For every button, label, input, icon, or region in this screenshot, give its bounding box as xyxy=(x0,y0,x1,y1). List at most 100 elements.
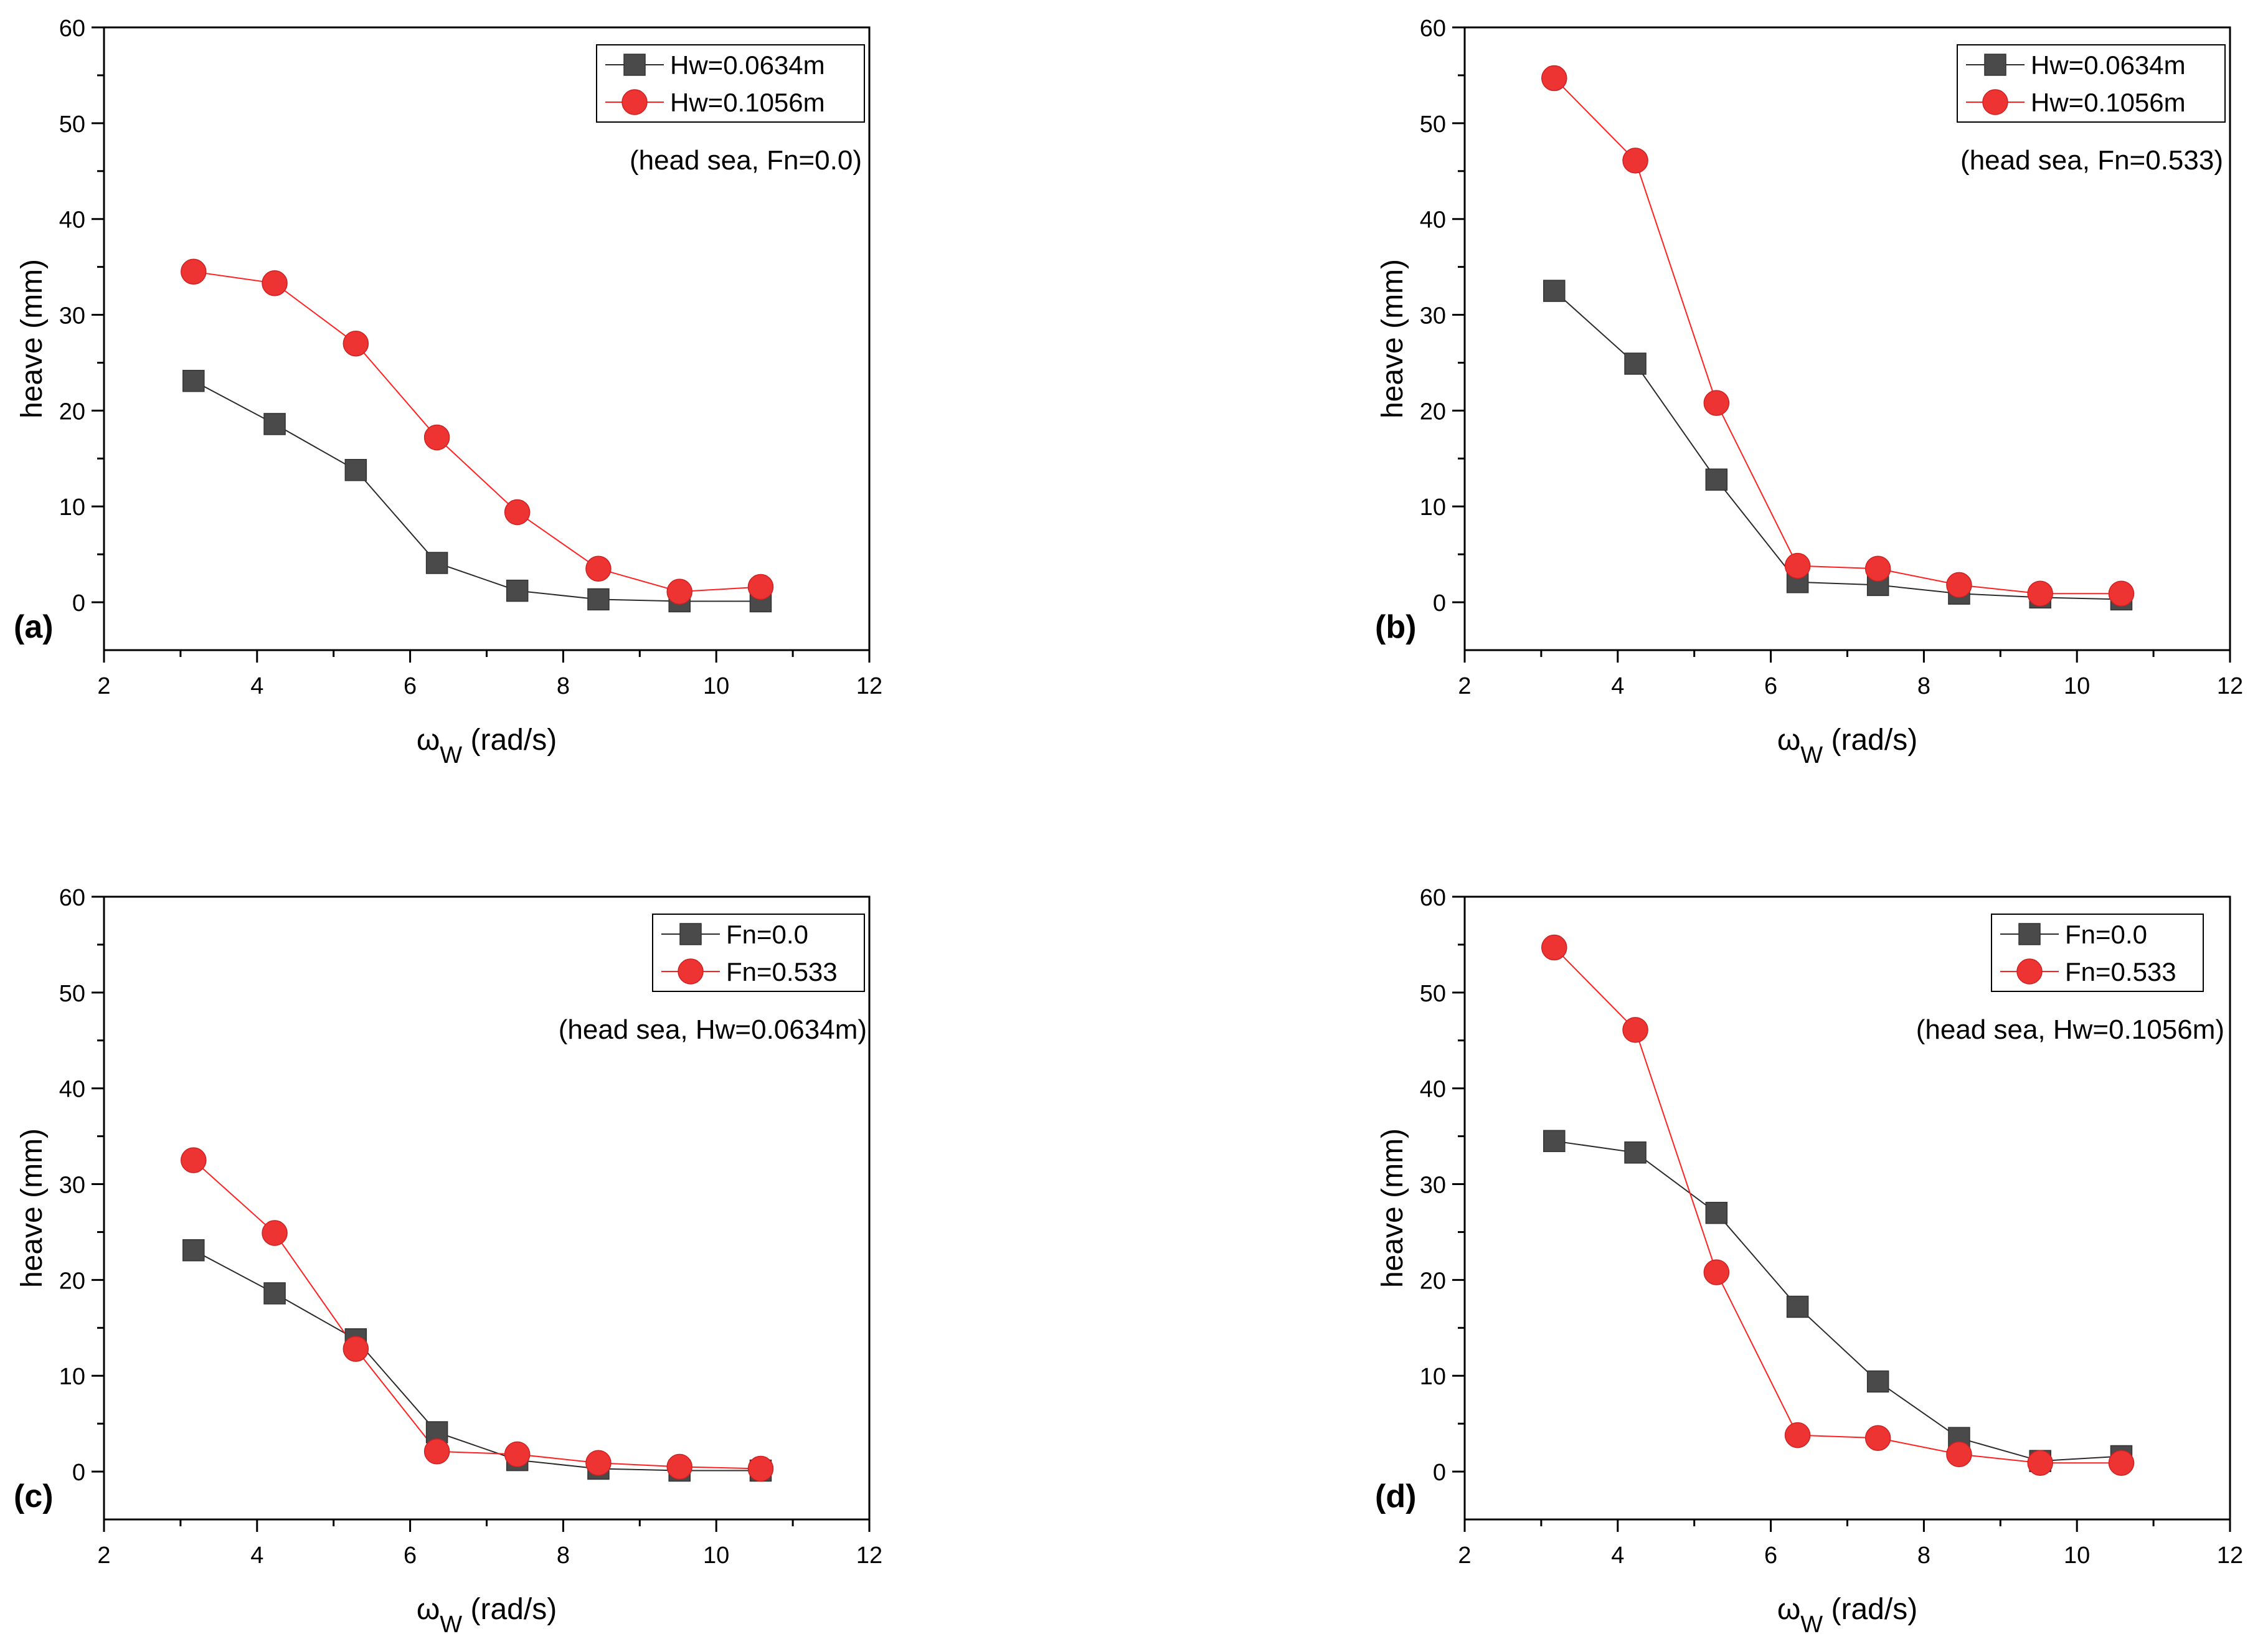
x-tick-label: 2 xyxy=(97,673,110,699)
data-point-square xyxy=(1543,1130,1566,1153)
y-tick-label: 10 xyxy=(1420,494,1446,521)
data-point-circle xyxy=(262,270,288,296)
x-tick-label: 12 xyxy=(856,673,882,699)
data-point-circle xyxy=(181,258,207,285)
series-line-2 xyxy=(193,271,761,593)
legend-label: Hw=0.0634m xyxy=(2031,50,2186,80)
data-point-square xyxy=(1786,1295,1809,1318)
data-point-circle xyxy=(666,579,692,605)
panel-label: (c) xyxy=(14,1478,54,1514)
data-point-circle xyxy=(747,1455,774,1482)
y-tick-label: 60 xyxy=(59,885,85,911)
data-point-circle xyxy=(1864,555,1891,582)
x-axis-title-symbol: ω xyxy=(417,724,440,757)
x-tick-label: 6 xyxy=(404,1542,417,1569)
data-point-square xyxy=(1705,468,1728,491)
x-axis-title: ωW (rad/s) xyxy=(1777,724,1917,768)
x-axis-title-subscript: W xyxy=(1800,742,1823,768)
x-tick-label: 10 xyxy=(703,1542,729,1569)
data-point-circle xyxy=(666,1453,692,1480)
data-point-square xyxy=(1705,1201,1728,1224)
y-tick-label: 10 xyxy=(59,1364,85,1390)
legend-label: Fn=0.0 xyxy=(726,920,808,949)
legend-marker-square xyxy=(623,54,646,76)
data-point-square xyxy=(587,588,610,611)
data-point-circle xyxy=(2027,580,2053,607)
legend: Fn=0.0 Fn=0.533 xyxy=(1991,914,2204,992)
data-point-circle xyxy=(1541,65,1567,92)
data-point-circle xyxy=(1703,390,1730,416)
data-point-square xyxy=(182,369,205,392)
x-axis-title-symbol: ω xyxy=(1777,1593,1800,1626)
x-tick-label: 2 xyxy=(1458,1542,1471,1569)
legend-label: Fn=0.533 xyxy=(2065,957,2176,986)
x-axis-title-unit: (rad/s) xyxy=(462,724,557,757)
legend-label: Hw=0.0634m xyxy=(670,50,825,80)
legend-marker-circle xyxy=(678,958,704,985)
panel-label: (a) xyxy=(14,609,54,645)
data-point-circle xyxy=(423,1438,450,1465)
x-axis-title-unit: (rad/s) xyxy=(1823,1593,1917,1626)
y-tick-label: 50 xyxy=(1420,981,1446,1007)
data-point-square xyxy=(182,1239,205,1262)
x-axis-title-subscript: W xyxy=(1800,1612,1823,1638)
legend-marker-circle xyxy=(2016,958,2043,985)
y-tick-label: 0 xyxy=(1433,590,1446,616)
y-tick-label: 0 xyxy=(1433,1460,1446,1486)
data-point-square xyxy=(425,552,448,574)
data-point-circle xyxy=(262,1220,288,1246)
y-tick-label: 50 xyxy=(1420,111,1446,138)
y-tick-label: 50 xyxy=(59,981,85,1007)
data-point-circle xyxy=(2108,1450,2135,1476)
data-point-circle xyxy=(343,1336,369,1362)
y-tick-label: 60 xyxy=(59,16,85,42)
legend: Hw=0.0634m Hw=0.1056m xyxy=(596,44,865,123)
annotation: (head sea, Fn=0.0) xyxy=(630,145,862,176)
data-point-circle xyxy=(423,424,450,451)
data-point-circle xyxy=(343,330,369,357)
y-tick-label: 20 xyxy=(1420,1268,1446,1294)
y-tick-label: 0 xyxy=(72,590,85,616)
data-point-square xyxy=(1624,352,1647,375)
y-tick-label: 60 xyxy=(1420,885,1446,911)
y-axis-title: heave (mm) xyxy=(1376,1128,1409,1288)
x-tick-label: 10 xyxy=(2064,673,2090,699)
data-point-circle xyxy=(585,1450,612,1476)
series-line-1 xyxy=(1554,290,2122,600)
data-point-circle xyxy=(2108,580,2135,607)
legend-label: Hw=0.1056m xyxy=(2031,88,2186,117)
series-line-2 xyxy=(1554,77,2122,595)
data-point-circle xyxy=(1703,1259,1730,1285)
data-point-square xyxy=(1543,280,1566,302)
x-tick-label: 2 xyxy=(97,1542,110,1569)
annotation: (head sea, Hw=0.1056m) xyxy=(1916,1014,2224,1045)
x-tick-label: 4 xyxy=(1611,673,1624,699)
legend: Fn=0.0 Fn=0.533 xyxy=(652,914,865,992)
data-point-square xyxy=(1866,1370,1889,1393)
legend-marker-circle xyxy=(1982,89,2008,115)
x-tick-label: 12 xyxy=(856,1542,882,1569)
x-tick-label: 12 xyxy=(2217,673,2243,699)
data-point-circle xyxy=(1622,1017,1648,1043)
series-line-1 xyxy=(193,1249,761,1472)
legend-marker-square xyxy=(1984,54,2006,76)
y-tick-label: 20 xyxy=(59,1268,85,1294)
data-point-circle xyxy=(1622,148,1648,174)
series-line-1 xyxy=(1554,1140,2122,1462)
x-tick-label: 10 xyxy=(703,673,729,699)
x-tick-label: 6 xyxy=(1764,673,1777,699)
legend-marker-square xyxy=(679,923,702,945)
legend-label: Fn=0.533 xyxy=(726,957,838,986)
x-tick-label: 8 xyxy=(557,673,570,699)
panel-label: (d) xyxy=(1375,1478,1416,1514)
data-point-circle xyxy=(1784,1422,1811,1448)
data-point-circle xyxy=(585,555,612,582)
x-tick-label: 12 xyxy=(2217,1542,2243,1569)
legend-marker-circle xyxy=(621,89,648,115)
x-tick-label: 6 xyxy=(1764,1542,1777,1569)
legend: Hw=0.0634m Hw=0.1056m xyxy=(1957,44,2226,123)
legend-marker-square xyxy=(2018,923,2041,945)
annotation: (head sea, Fn=0.533) xyxy=(1960,145,2223,176)
